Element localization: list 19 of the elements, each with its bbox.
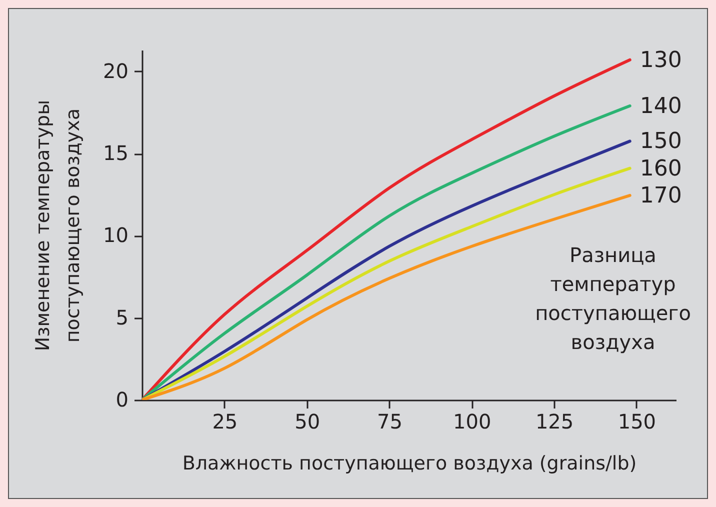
series-label: 150 (640, 129, 682, 154)
y-tick-label: 5 (116, 305, 128, 330)
y-tick-label: 0 (116, 388, 128, 412)
x-tick-label: 100 (453, 410, 492, 434)
y-axis-title: Изменение температуры поступающего воздуха (32, 100, 84, 352)
series-label: 170 (640, 183, 682, 208)
series-label: 140 (640, 94, 682, 119)
series-label: 130 (640, 48, 682, 73)
x-tick-label: 150 (618, 410, 656, 434)
series-label: 160 (640, 156, 682, 182)
legend-title: Разница температур поступающего воздуха (535, 243, 691, 354)
x-tick-label: 75 (376, 410, 402, 434)
x-tick-label: 125 (535, 410, 574, 434)
y-tick-label: 20 (103, 58, 128, 83)
y-tick-label: 10 (103, 223, 128, 248)
x-tick-label: 50 (294, 410, 320, 434)
x-axis-title: Влажность поступающего воздуха (grains/lb) (182, 452, 637, 474)
x-tick-label: 25 (212, 410, 238, 434)
y-tick-label: 15 (103, 141, 128, 166)
